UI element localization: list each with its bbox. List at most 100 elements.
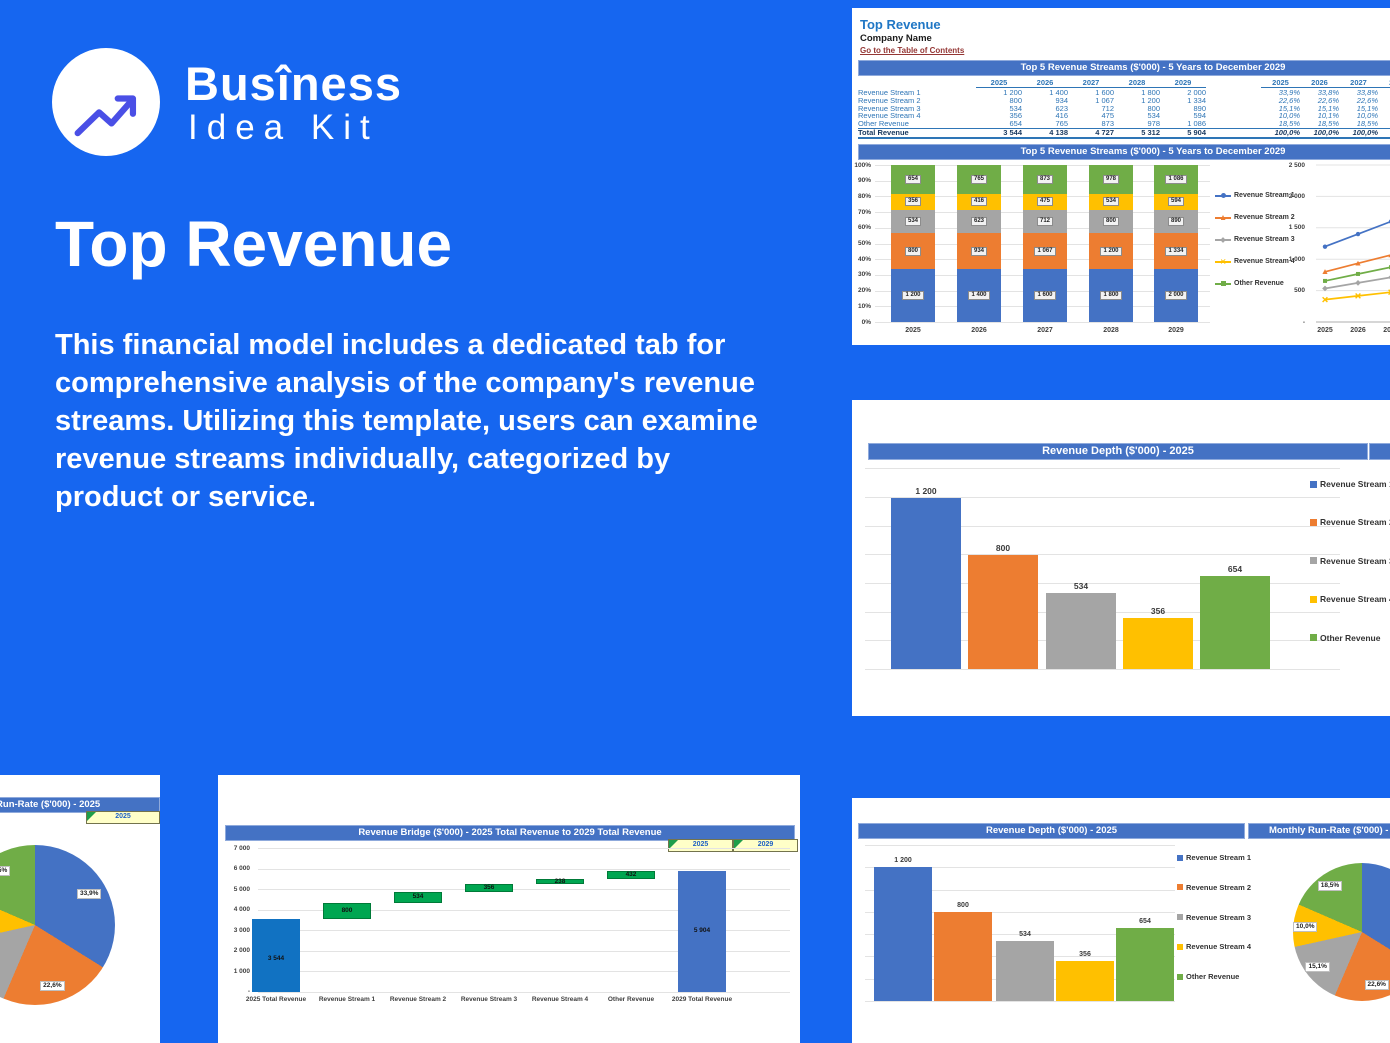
value-cell: 1 334 <box>1187 95 1206 105</box>
bar <box>1200 575 1270 669</box>
percent-cell: 18,5% <box>1356 119 1378 129</box>
percent-cell: 33,8% <box>1356 88 1378 97</box>
legend-label: Revenue Stream 4 <box>1320 594 1390 605</box>
selector-value: 2025 <box>115 813 131 820</box>
revenue-depth-chart: 1 200 800 534 356 654 Revenue Stream 1 Revenue… <box>852 400 1390 716</box>
table-row: Revenue Stream 4 356 416 475 534 594 10,0% 10,1… <box>858 112 1390 120</box>
value-cell: 1 800 <box>1141 88 1160 97</box>
data-label: 238 <box>554 877 566 885</box>
bar <box>1056 961 1114 1001</box>
percent-cell: 100,0% <box>1378 129 1390 137</box>
legend-item: Other Revenue <box>1215 280 1284 287</box>
value-cell: 475 <box>1101 111 1114 121</box>
table-of-contents-link[interactable]: Go to the Table of Contents <box>860 46 965 55</box>
x-axis-label: 2029 Total Revenue <box>671 996 733 1003</box>
value-cell: 2 000 <box>1187 88 1206 97</box>
page-description: This financial model includes a dedicate… <box>55 329 758 513</box>
bar-segment: 2 000 <box>1154 268 1198 322</box>
data-label: 654 <box>904 175 921 184</box>
legend-label: Revenue Stream 4 <box>1186 942 1252 952</box>
data-label: 934 <box>970 246 987 256</box>
bar-segment: 475 <box>1023 194 1067 210</box>
chart-title-bar: Monthly Run-Rate ($'000) - 2025 <box>0 797 160 813</box>
value-cell: 3 544 <box>1003 127 1022 137</box>
table-title-bar: Top 5 Revenue Streams ($'000) - 5 Years … <box>858 60 1390 76</box>
page-title: Top Revenue <box>55 208 453 280</box>
year-column-header: 2028 <box>1378 78 1390 88</box>
legend-label: Revenue Stream 3 <box>1320 555 1390 566</box>
y-axis-label: 80% <box>857 192 871 200</box>
gridline <box>865 496 1340 498</box>
data-label: 594 <box>1167 197 1184 207</box>
y-axis-label: 70% <box>857 208 871 216</box>
brand-name: Busîness <box>185 57 402 110</box>
bar <box>1116 927 1174 1001</box>
data-label: 800 <box>341 906 353 914</box>
y-axis-label: 2 000 <box>233 947 250 955</box>
value-cell: 1 086 <box>1187 119 1206 129</box>
x-axis-label: 2026 <box>1350 327 1366 334</box>
bar-segment: 623 <box>957 209 1001 234</box>
year-selector[interactable]: 2025 <box>86 811 160 824</box>
chart-title-bar: Revenue Bridge ($'000) - 2025 Total Reve… <box>225 825 795 841</box>
revenue-table: 2025202620272028202920252026202720282029… <box>858 78 1390 139</box>
bar-segment: 800 <box>891 233 935 269</box>
value-cell: 890 <box>1193 103 1206 113</box>
legend-item: Revenue Stream 3 <box>1215 236 1295 243</box>
bar-segment: 978 <box>1089 165 1133 194</box>
gridline <box>865 669 1340 670</box>
year-column-header: 2028 <box>1114 78 1160 88</box>
pie-label: 33,9% <box>76 888 102 899</box>
waterfall-bar <box>252 919 300 992</box>
year-column-header: 2025 <box>976 78 1022 88</box>
value-cell: 4 138 <box>1049 127 1068 137</box>
gridline <box>865 554 1340 556</box>
legend-swatch <box>1177 943 1183 950</box>
trend-arrow-icon <box>74 95 137 137</box>
stacked-bar: 1 400 934 623 416 765 <box>957 165 1001 322</box>
pie-label: 18,5% <box>1317 880 1343 891</box>
bar-segment: 1 400 <box>957 268 1001 322</box>
gridline <box>258 930 790 932</box>
waterfall-bar <box>536 879 584 885</box>
pie-label: 22,6% <box>40 981 65 992</box>
gridline <box>865 582 1340 584</box>
selector-value: 2029 <box>757 841 774 848</box>
year-column-header: 2026 <box>1300 78 1339 88</box>
company-name: Company Name <box>860 33 932 44</box>
bar-segment: 934 <box>957 233 1001 269</box>
value-cell: 5 312 <box>1141 127 1160 137</box>
bar-segment: 1 067 <box>1023 233 1067 269</box>
stacked-bar: 1 600 1 067 712 475 873 <box>1023 165 1067 322</box>
gridline <box>865 889 1175 891</box>
legend-item: Other Revenue <box>1177 972 1239 981</box>
y-axis-label: 500 <box>1294 287 1305 295</box>
chart-title-bar: Revenue Depth ($'000) - 2025 <box>868 443 1368 460</box>
data-label: 1 800 <box>1100 290 1122 300</box>
legend-swatch <box>1177 914 1183 921</box>
chart-title-bar: Top 5 Revenue Streams ($'000) - 5 Years … <box>858 144 1390 160</box>
data-label: 534 <box>1073 580 1089 591</box>
data-label: 623 <box>970 217 987 227</box>
percent-cell: 22,6% <box>1378 97 1390 105</box>
data-label: 1 400 <box>968 290 990 300</box>
data-label: 356 <box>483 883 495 891</box>
adjacent-title-bar-fragment <box>1369 443 1390 460</box>
percent-cell: 33,8% <box>1317 88 1339 97</box>
y-axis-label: 40% <box>857 255 871 263</box>
pie-label: 15,1% <box>1305 962 1330 973</box>
value-cell: 1 200 <box>1003 88 1022 97</box>
year-column-header: 2025 <box>1261 78 1300 88</box>
value-cell: 765 <box>1055 119 1068 129</box>
line-chart <box>1310 158 1390 345</box>
data-label: 356 <box>1150 606 1166 617</box>
x-axis-label: 2028 <box>1103 327 1119 334</box>
legend-marker-icon <box>1215 281 1231 286</box>
data-label: 1 200 <box>1100 246 1122 256</box>
legend-marker <box>1220 193 1226 198</box>
y-axis-label: 1 500 <box>1288 224 1305 232</box>
data-label: 534 <box>1019 931 1031 939</box>
bar-segment: 416 <box>957 194 1001 210</box>
legend-marker <box>1219 237 1226 243</box>
year-column-header: 2029 <box>1160 78 1206 88</box>
